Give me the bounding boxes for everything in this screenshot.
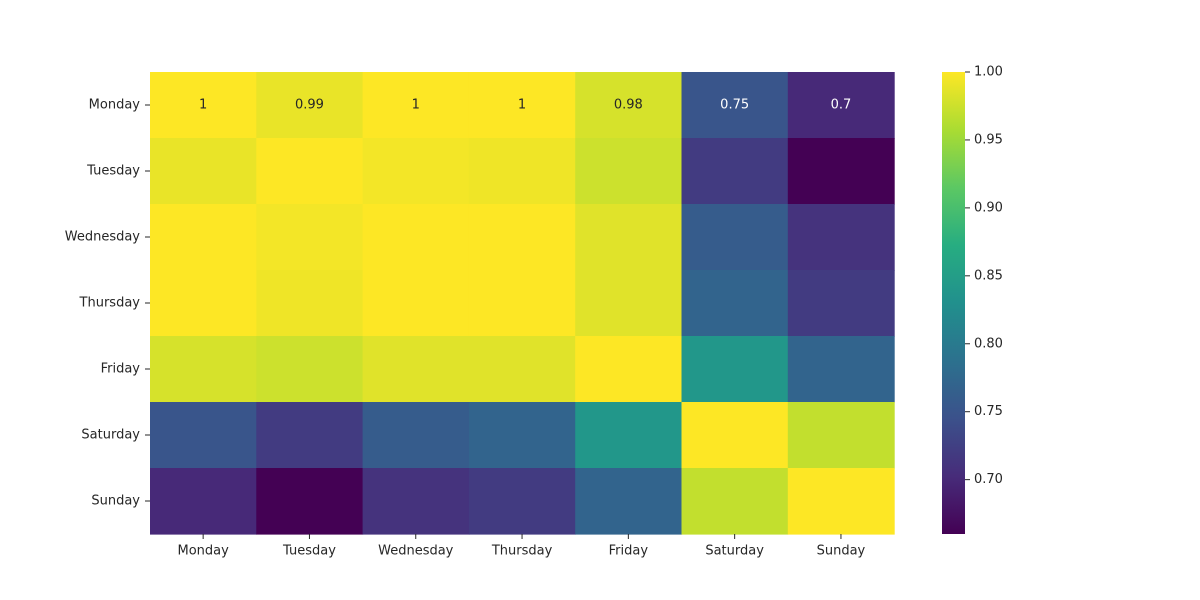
cell-annotation: 1 <box>412 98 420 113</box>
heatmap-cell <box>787 138 895 205</box>
cell-annotation: 1 <box>518 98 526 113</box>
heatmap-cell <box>468 336 576 403</box>
x-tick-label: Thursday <box>491 544 553 559</box>
heatmap-cell <box>575 402 683 469</box>
heatmap-cell <box>575 72 683 139</box>
heatmap-cell <box>362 270 470 337</box>
colorbar-tick-label: 0.90 <box>974 200 1003 215</box>
heatmap-cell <box>575 138 683 205</box>
heatmap-cell <box>787 72 895 139</box>
heatmap-cell <box>150 72 257 139</box>
heatmap-cell <box>256 270 364 337</box>
cell-annotation: 0.7 <box>831 98 852 113</box>
colorbar-tick-label: 0.80 <box>974 336 1003 351</box>
heatmap-cell <box>787 468 895 535</box>
x-tick-label: Wednesday <box>378 544 454 559</box>
x-tick-label: Tuesday <box>282 544 336 559</box>
heatmap-cells <box>150 72 895 535</box>
heatmap-cell <box>681 402 789 469</box>
heatmap-cell <box>362 402 470 469</box>
heatmap-cell <box>575 270 683 337</box>
heatmap-cell <box>150 138 257 205</box>
heatmap-cell <box>468 204 576 271</box>
x-tick-label: Monday <box>177 544 229 559</box>
heatmap-cell <box>575 468 683 535</box>
heatmap-cell <box>681 138 789 205</box>
heatmap-cell <box>256 204 364 271</box>
heatmap-cell <box>150 402 257 469</box>
cell-annotation: 1 <box>199 98 207 113</box>
y-tick-label: Sunday <box>91 494 140 509</box>
colorbar-ticks: 0.70 0.75 0.80 0.85 0.90 0.95 1.00 <box>965 65 1003 487</box>
y-axis-ticks: Monday Tuesday Wednesday Thursday Friday Satu… <box>65 98 150 509</box>
heatmap-annotations: 1 0.99 1 1 0.98 0.75 0.7 <box>199 98 851 113</box>
heatmap-cell <box>468 138 576 205</box>
y-tick-label: Friday <box>101 362 141 377</box>
heatmap-cell <box>256 72 364 139</box>
heatmap-cell <box>787 204 895 271</box>
y-tick-label: Tuesday <box>86 164 140 179</box>
heatmap-cell <box>787 336 895 403</box>
heatmap-cell <box>468 72 576 139</box>
heatmap-cell <box>787 270 895 337</box>
cell-annotation: 0.99 <box>295 98 324 113</box>
heatmap-cell <box>681 72 789 139</box>
colorbar-tick-label: 0.95 <box>974 132 1003 147</box>
heatmap-cell <box>468 402 576 469</box>
y-tick-label: Monday <box>89 98 141 113</box>
heatmap-cell <box>575 336 683 403</box>
heatmap-cell <box>362 204 470 271</box>
heatmap-cell <box>362 336 470 403</box>
y-tick-label: Thursday <box>79 296 141 311</box>
x-tick-label: Sunday <box>817 544 866 559</box>
heatmap-cell <box>256 402 364 469</box>
y-tick-label: Saturday <box>81 428 140 443</box>
x-tick-label: Saturday <box>705 544 764 559</box>
cell-annotation: 0.75 <box>720 98 749 113</box>
heatmap-cell <box>362 138 470 205</box>
heatmap-cell <box>575 204 683 271</box>
colorbar-tick-label: 0.75 <box>974 404 1003 419</box>
heatmap-cell <box>362 72 470 139</box>
y-tick-label: Wednesday <box>65 230 141 245</box>
heatmap-cell <box>468 468 576 535</box>
colorbar-gradient <box>942 72 965 534</box>
heatmap-cell <box>468 270 576 337</box>
heatmap-cell <box>362 468 470 535</box>
heatmap-cell <box>681 468 789 535</box>
colorbar-tick-label: 0.85 <box>974 268 1003 283</box>
heatmap-cell <box>256 336 364 403</box>
heatmap-cell <box>150 336 257 403</box>
heatmap-cell <box>681 270 789 337</box>
heatmap-cell <box>256 468 364 535</box>
heatmap-cell <box>256 138 364 205</box>
cell-annotation: 0.98 <box>614 98 643 113</box>
colorbar-tick-label: 1.00 <box>974 65 1003 80</box>
heatmap-cell <box>681 204 789 271</box>
heatmap-cell <box>681 336 789 403</box>
heatmap-cell <box>150 204 257 271</box>
heatmap-cell <box>150 270 257 337</box>
colorbar-tick-label: 0.70 <box>974 472 1003 487</box>
colorbar: 0.70 0.75 0.80 0.85 0.90 0.95 1.00 <box>942 65 1003 534</box>
heatmap-cell <box>787 402 895 469</box>
x-axis-ticks: Monday Tuesday Wednesday Thursday Friday Satu… <box>177 534 866 559</box>
heatmap-cell <box>150 468 257 535</box>
x-tick-label: Friday <box>609 544 649 559</box>
